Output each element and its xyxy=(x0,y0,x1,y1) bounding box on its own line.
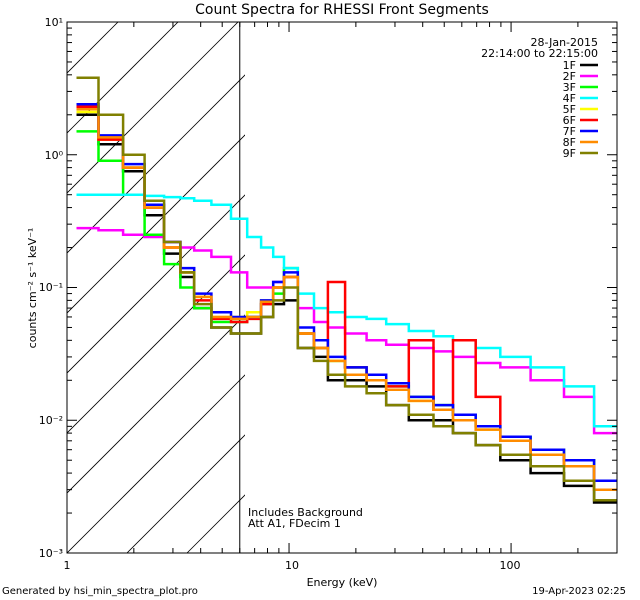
legend-label-4F: 4F xyxy=(563,92,576,105)
series-4F xyxy=(76,193,617,428)
y-tick-label: 10¹ xyxy=(45,16,63,29)
hatch-line xyxy=(67,22,179,134)
hatch-line xyxy=(67,194,245,374)
annotation-attenuator: Att A1, FDecim 1 xyxy=(248,517,341,530)
series-1F xyxy=(76,113,617,504)
hatch-line xyxy=(67,314,245,494)
series-9F xyxy=(76,76,617,502)
x-tick-labels: 1 10 100 xyxy=(64,559,521,572)
x-axis-label: Energy (keV) xyxy=(307,576,378,589)
legend-label-7F: 7F xyxy=(563,125,576,138)
legend-label-1F: 1F xyxy=(563,59,576,72)
y-tick-label: 10⁻² xyxy=(39,414,63,427)
chart-title: Count Spectra for RHESSI Front Segments xyxy=(195,2,489,18)
series-6F xyxy=(76,105,617,491)
x-tick-label: 10 xyxy=(285,559,299,572)
hatch-line xyxy=(0,0,87,553)
y-tick-label: 10⁻³ xyxy=(39,547,63,560)
legend-label-8F: 8F xyxy=(563,136,576,149)
hatch-line xyxy=(607,0,640,553)
series-5F xyxy=(76,110,617,491)
hatch-line xyxy=(307,0,640,553)
series-8F xyxy=(76,108,617,491)
y-tick-label: 10⁻¹ xyxy=(39,281,63,294)
timestamp: 19-Apr-2023 02:25 xyxy=(532,586,626,597)
hatch-line xyxy=(367,0,640,553)
hatch-line xyxy=(67,22,239,194)
date-label: 28-Jan-2015 xyxy=(531,36,599,49)
x-tick-label: 1 xyxy=(64,559,71,572)
legend-label-6F: 6F xyxy=(563,114,576,127)
series-7F xyxy=(76,103,617,483)
legend-label-5F: 5F xyxy=(563,103,576,116)
hatched-region xyxy=(0,0,640,553)
hatch-line xyxy=(427,0,640,553)
legend-label-3F: 3F xyxy=(563,81,576,94)
hatch-line xyxy=(0,0,27,553)
hatch-line xyxy=(67,374,245,553)
y-tick-label: 10⁰ xyxy=(45,149,64,162)
annotation-background: Includes Background xyxy=(248,506,363,519)
y-axis-label: counts cm⁻² s⁻¹ keV⁻¹ xyxy=(26,228,39,349)
time-range-label: 22:14:00 to 22:15:00 xyxy=(481,47,598,60)
series-layer xyxy=(76,76,617,504)
series-3F xyxy=(76,130,617,483)
hatch-line xyxy=(247,0,640,553)
hatch-line xyxy=(67,74,245,254)
hatch-line xyxy=(126,434,245,553)
legend-label-2F: 2F xyxy=(563,70,576,83)
hatch-line xyxy=(67,134,245,314)
hatch-line xyxy=(67,254,245,434)
legend-label-9F: 9F xyxy=(563,147,576,160)
x-tick-label: 100 xyxy=(500,559,521,572)
generated-by: Generated by hsi_min_spectra_plot.pro xyxy=(2,586,198,597)
hatch-line xyxy=(67,22,119,74)
axis-ticks xyxy=(66,22,618,554)
y-tick-labels: 10⁻³ 10⁻² 10⁻¹ 10⁰ 10¹ xyxy=(39,16,64,560)
